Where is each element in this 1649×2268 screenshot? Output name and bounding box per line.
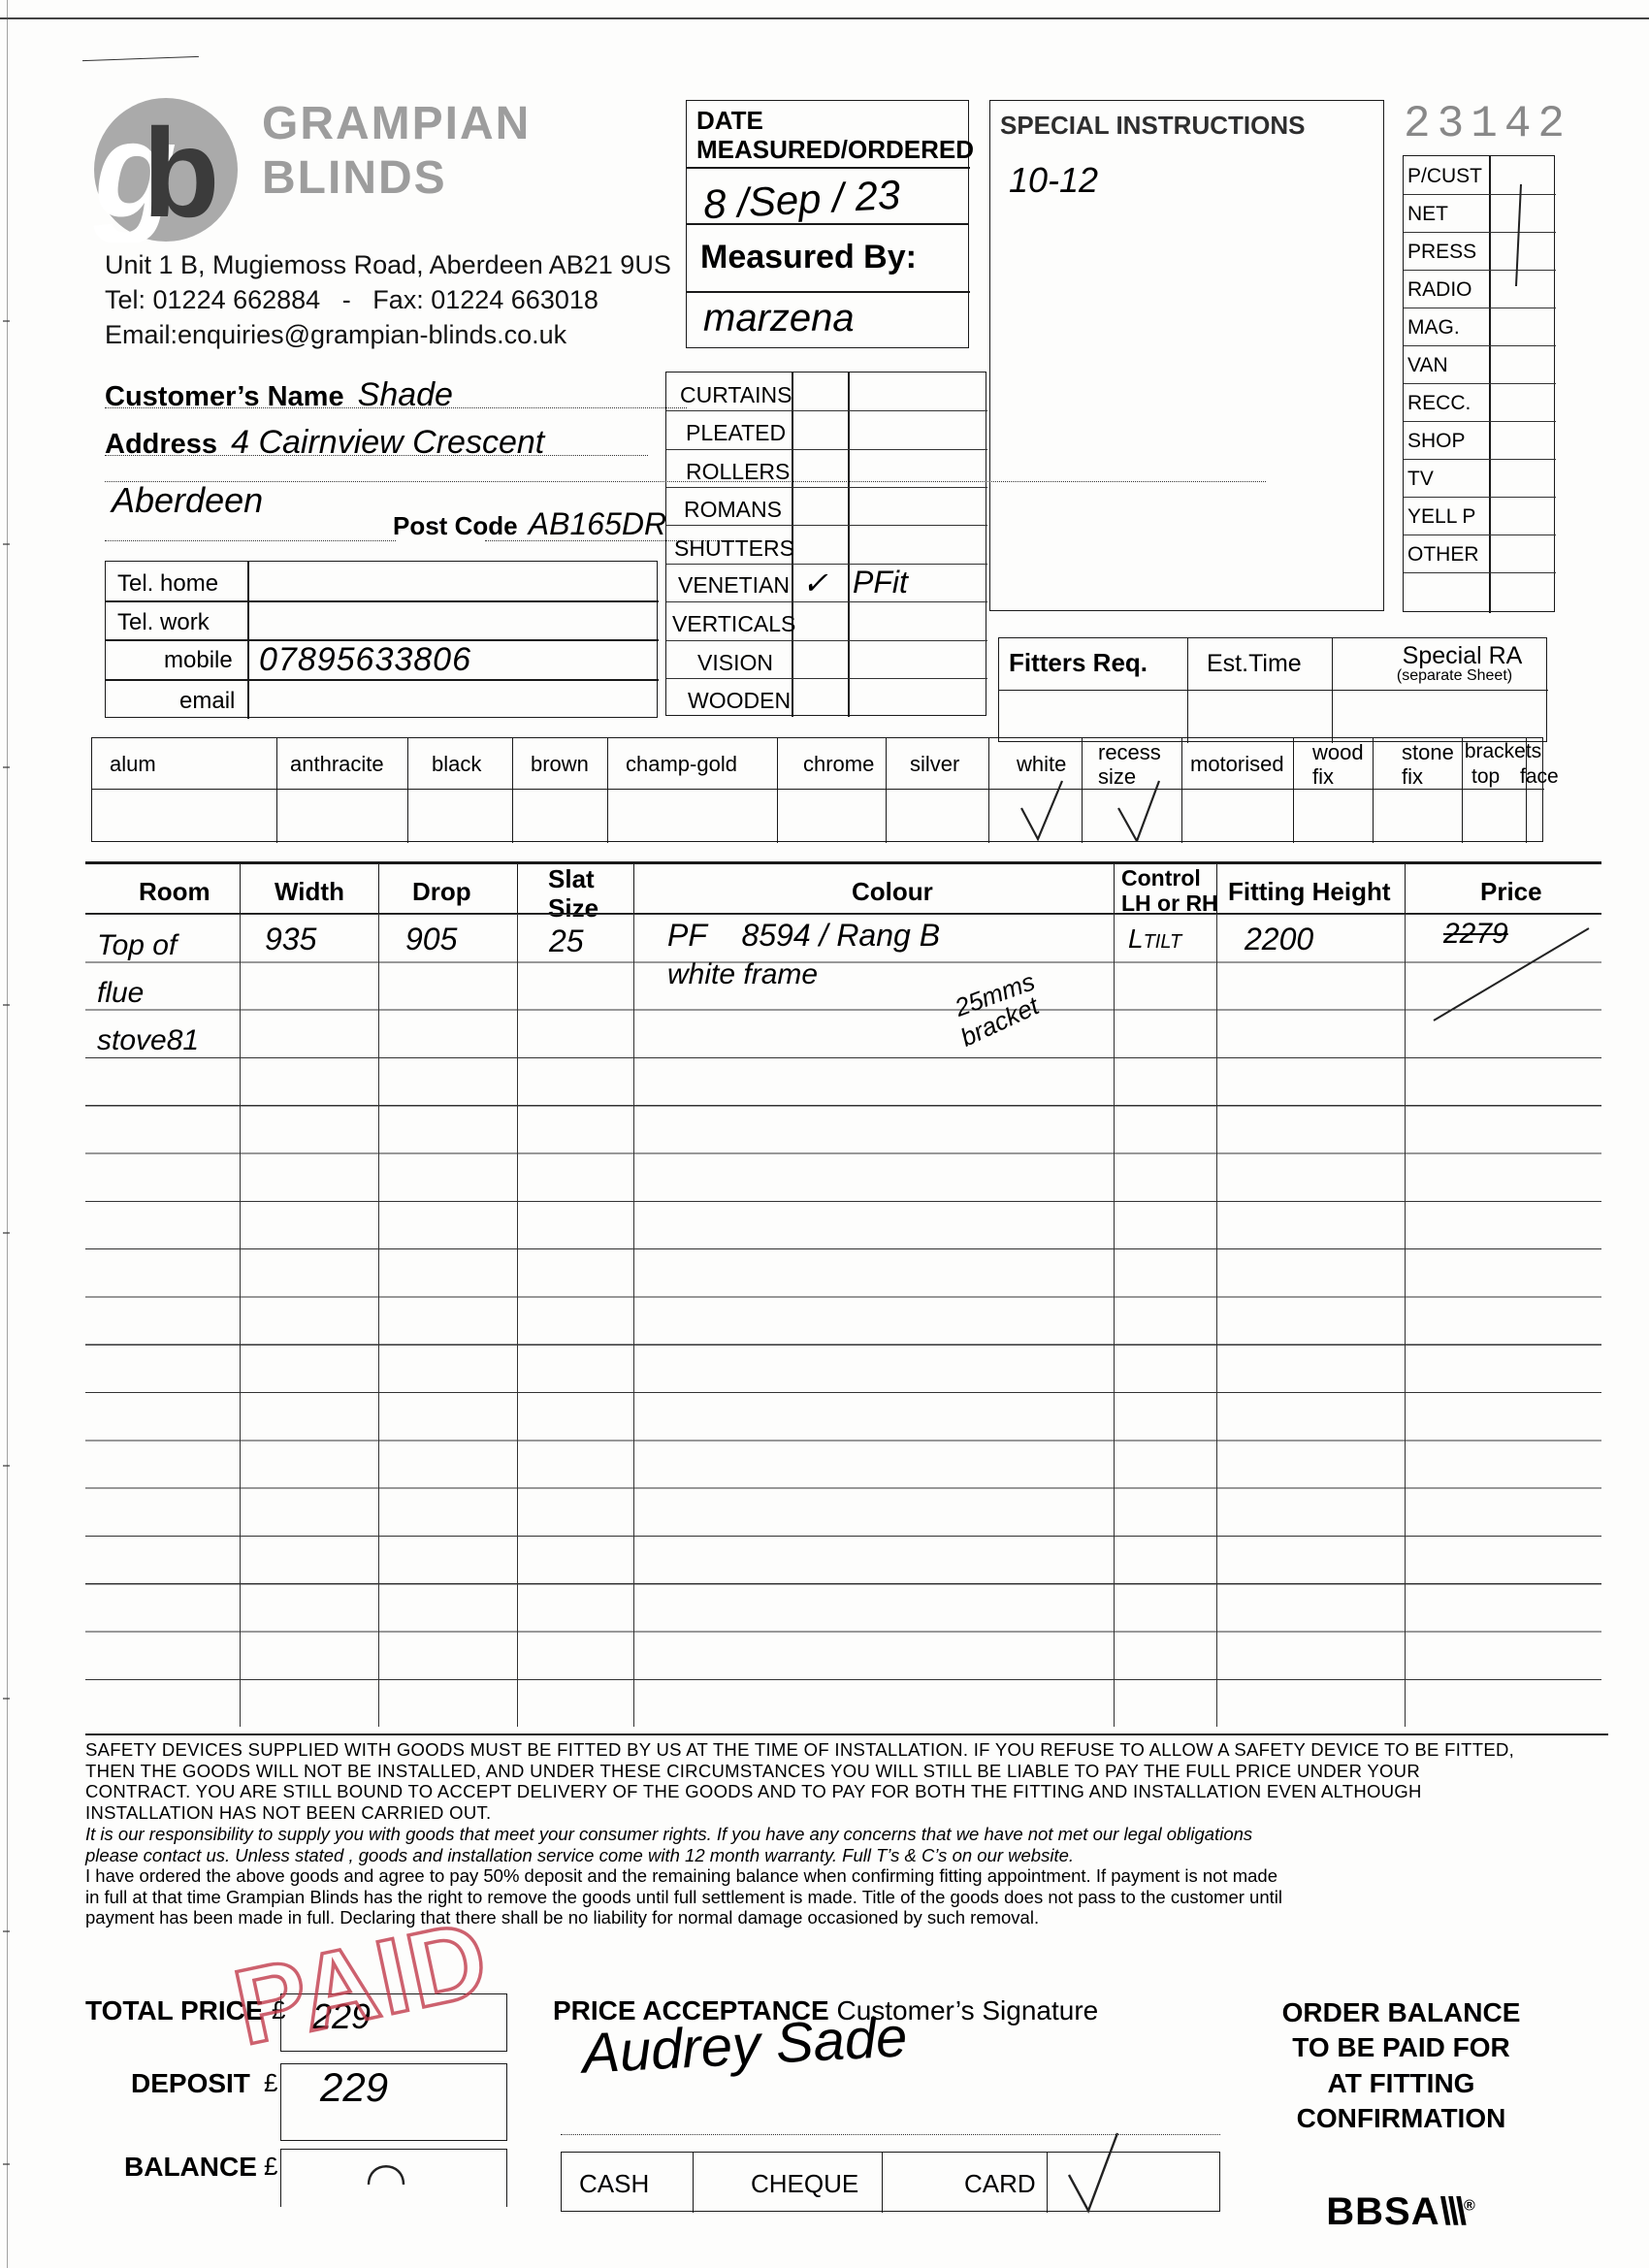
svg-text:b: b (143, 102, 219, 243)
